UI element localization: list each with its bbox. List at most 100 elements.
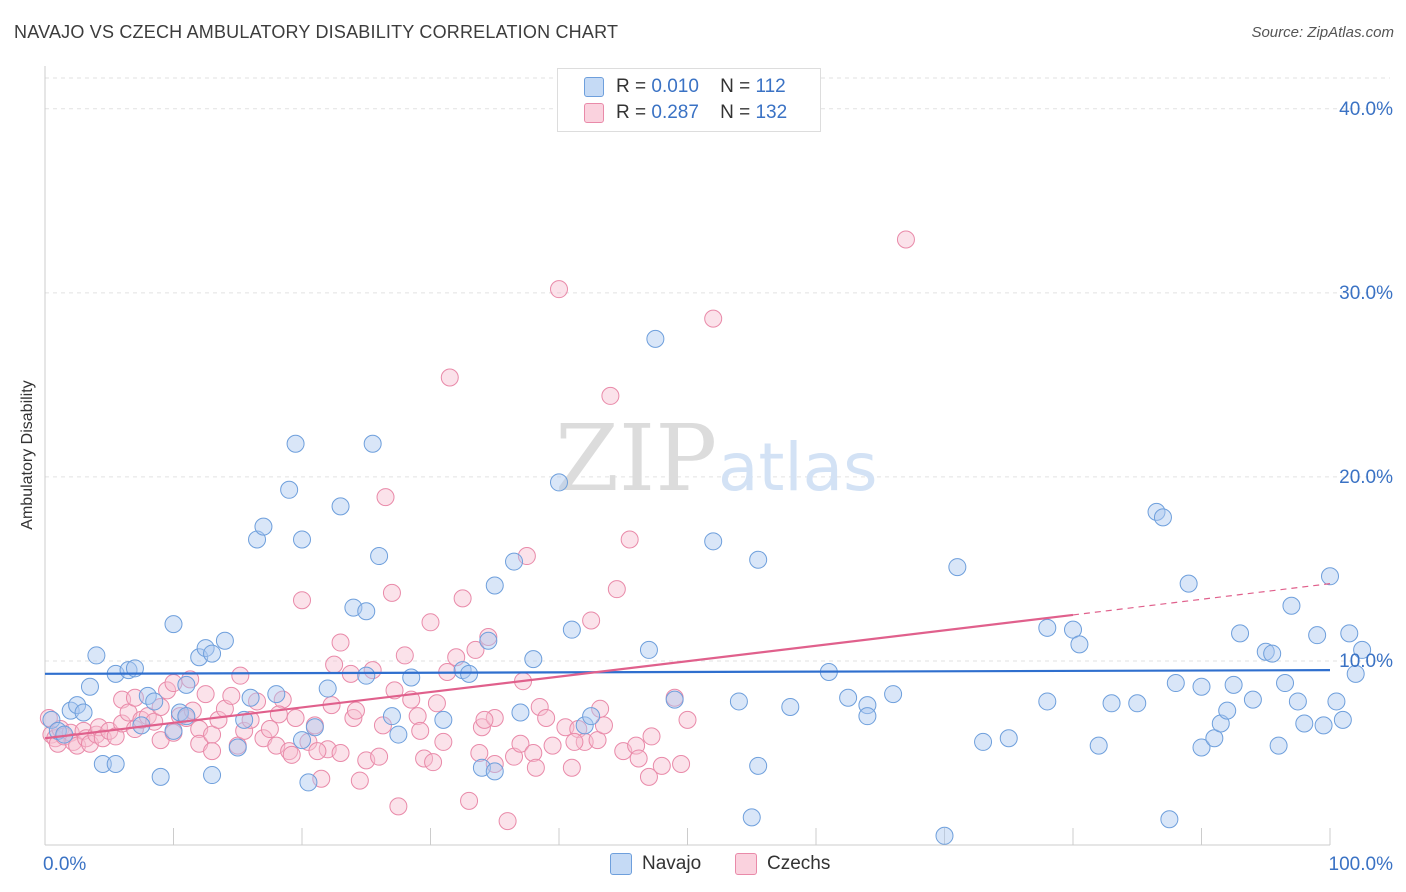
czech-point-125 bbox=[526, 758, 545, 777]
navajo-point-45 bbox=[370, 547, 389, 566]
chart-title: NAVAJO VS CZECH AMBULATORY DISABILITY CO… bbox=[14, 22, 619, 42]
navajo-point-67 bbox=[729, 692, 748, 711]
czech-point-130 bbox=[373, 716, 392, 735]
czech-point-69 bbox=[408, 707, 427, 726]
czech-point-100 bbox=[607, 580, 626, 599]
navajo-point-87 bbox=[1128, 694, 1147, 713]
czech-point-50 bbox=[286, 709, 305, 728]
navajo-point-24 bbox=[203, 644, 222, 663]
navajo-legend-label: Navajo bbox=[642, 853, 702, 874]
navajo-point-26 bbox=[215, 631, 234, 650]
legend-item-navajo[interactable]: Navajo bbox=[610, 852, 701, 876]
czech-point-99 bbox=[601, 386, 620, 405]
navajo-point-99 bbox=[1231, 624, 1250, 643]
czech-point-117 bbox=[629, 749, 648, 768]
navajo-point-27 bbox=[228, 738, 247, 757]
x-tick-label-0: 0.0% bbox=[43, 854, 86, 875]
czech-point-109 bbox=[704, 309, 723, 328]
czech-point-102 bbox=[620, 530, 639, 549]
czech-r-value: 0.287 bbox=[651, 102, 699, 123]
watermark-zip: ZIP bbox=[555, 405, 717, 512]
navajo-point-40 bbox=[331, 497, 350, 516]
navajo-point-66 bbox=[704, 532, 723, 551]
czech-point-105 bbox=[652, 756, 671, 775]
navajo-point-98 bbox=[1224, 675, 1243, 694]
navajo-point-86 bbox=[1102, 694, 1121, 713]
navajo-point-6 bbox=[80, 677, 99, 696]
navajo-point-115 bbox=[1353, 640, 1372, 659]
czech-point-104 bbox=[639, 767, 658, 786]
czech-point-108 bbox=[678, 710, 697, 729]
czech-point-91 bbox=[550, 280, 568, 299]
navajo-point-91 bbox=[1166, 674, 1185, 693]
czech-swatch bbox=[584, 103, 604, 123]
navajo-point-8 bbox=[93, 755, 112, 774]
navajo-point-65 bbox=[665, 690, 684, 709]
navajo-point-43 bbox=[357, 666, 376, 685]
czech-point-63 bbox=[370, 747, 389, 766]
navajo-point-56 bbox=[505, 552, 524, 571]
navajo-point-39 bbox=[318, 679, 337, 698]
czech-point-111 bbox=[282, 745, 301, 764]
czech-point-122 bbox=[385, 681, 404, 700]
navajo-point-48 bbox=[402, 668, 421, 687]
czech-point-56 bbox=[325, 655, 344, 674]
navajo-point-33 bbox=[280, 480, 299, 499]
czech-point-120 bbox=[308, 742, 327, 761]
navajo-point-107 bbox=[1295, 714, 1314, 733]
czech-point-93 bbox=[562, 758, 581, 777]
navajo-point-49 bbox=[434, 710, 453, 729]
navajo-point-108 bbox=[1308, 626, 1327, 645]
navajo-point-47 bbox=[389, 725, 408, 744]
czech-point-70 bbox=[415, 749, 434, 768]
czech-point-96 bbox=[582, 611, 601, 630]
navajo-point-57 bbox=[511, 703, 530, 722]
navajo-point-18 bbox=[164, 615, 183, 634]
czech-point-85 bbox=[511, 734, 530, 753]
navajo-point-89 bbox=[1153, 508, 1172, 527]
navajo-n-value: 112 bbox=[755, 76, 786, 97]
czech-point-78 bbox=[466, 640, 485, 659]
y-tick-label-1: 20.0% bbox=[1339, 467, 1393, 488]
navajo-point-73 bbox=[839, 688, 858, 707]
navajo-point-109 bbox=[1314, 716, 1333, 735]
y-tick-label-2: 30.0% bbox=[1339, 283, 1393, 304]
czech-point-118 bbox=[231, 666, 250, 685]
navajo-point-76 bbox=[884, 685, 903, 704]
navajo-point-85 bbox=[1089, 736, 1108, 755]
navajo-point-110 bbox=[1321, 567, 1339, 586]
czech-point-74 bbox=[440, 368, 459, 387]
czech-point-42 bbox=[235, 721, 254, 740]
legend-item-czechs[interactable]: Czechs bbox=[735, 852, 830, 876]
navajo-point-44 bbox=[363, 434, 382, 453]
navajo-point-60 bbox=[562, 620, 581, 639]
navajo-point-90 bbox=[1160, 810, 1179, 829]
czech-point-126 bbox=[591, 699, 610, 718]
navajo-point-53 bbox=[479, 631, 498, 650]
czech-point-127 bbox=[642, 727, 661, 746]
czech-point-73 bbox=[434, 732, 453, 751]
navajo-point-42 bbox=[357, 602, 376, 621]
navajo-point-92 bbox=[1179, 574, 1198, 593]
czech-point-27 bbox=[158, 681, 177, 700]
czech-point-124 bbox=[475, 710, 494, 729]
watermark-atlas: atlas bbox=[718, 429, 878, 506]
navajo-point-51 bbox=[460, 664, 479, 683]
navajo-r-value: 0.010 bbox=[651, 76, 699, 97]
navajo-point-46 bbox=[382, 707, 401, 726]
czech-n-label: N = bbox=[720, 102, 751, 123]
navajo-point-78 bbox=[948, 558, 967, 577]
axes bbox=[44, 66, 1331, 846]
czech-point-67 bbox=[395, 646, 414, 665]
navajo-point-64 bbox=[646, 329, 665, 348]
navajo-point-16 bbox=[151, 767, 170, 786]
navajo-point-105 bbox=[1282, 596, 1301, 615]
navajo-point-31 bbox=[254, 517, 273, 536]
navajo-point-93 bbox=[1192, 738, 1211, 757]
czech-point-51 bbox=[293, 591, 311, 610]
czech-point-113 bbox=[411, 721, 430, 740]
navajo-point-61 bbox=[575, 716, 594, 735]
y-tick-label-3: 40.0% bbox=[1339, 99, 1393, 120]
gridlines bbox=[45, 77, 1390, 662]
